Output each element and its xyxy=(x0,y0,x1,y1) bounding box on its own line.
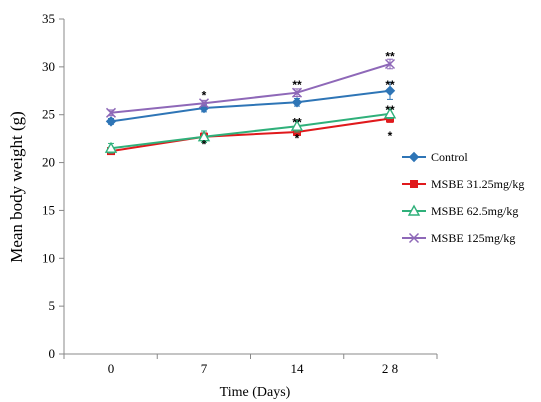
x-ticks: 0 7 14 2 8 xyxy=(63,354,438,376)
significance-label: ** xyxy=(385,103,395,117)
data-point xyxy=(291,87,303,98)
marker-stroke xyxy=(105,107,117,118)
legend-label: MSBE 125mg/kg xyxy=(431,231,515,245)
legend-item: MSBE 31.25mg/kg xyxy=(402,177,524,191)
data-point xyxy=(105,107,117,118)
y-tick-label: 0 xyxy=(49,346,56,361)
y-tick-label: 15 xyxy=(42,202,55,217)
series-line xyxy=(110,112,391,150)
marker-stroke xyxy=(291,87,303,98)
y-axis: 0 5 10 15 20 25 30 35 xyxy=(42,11,65,361)
legend-marker xyxy=(410,180,418,188)
y-tick-label: 20 xyxy=(42,155,55,170)
significance-label: ** xyxy=(292,78,302,92)
data-point xyxy=(197,130,211,142)
y-tick-label: 5 xyxy=(49,298,56,313)
significance-markers: ************** xyxy=(202,49,395,151)
y-axis-title: Mean body weight (g) xyxy=(7,111,26,263)
legend: Control MSBE 31.25mg/kg MSBE 62.5mg/kg MSBE… xyxy=(402,150,524,245)
legend-item: MSBE 125mg/kg xyxy=(402,231,515,245)
x-axis: 0 7 14 2 8 xyxy=(63,353,438,376)
series-0 xyxy=(105,81,396,127)
x-tick-label: 7 xyxy=(201,361,208,376)
legend-label: MSBE 62.5mg/kg xyxy=(431,204,518,218)
marker-stroke xyxy=(384,58,396,70)
legend-item: Control xyxy=(402,150,468,164)
significance-label: ** xyxy=(385,49,395,63)
significance-label: * xyxy=(202,89,207,103)
y-tick-label: 30 xyxy=(42,59,55,74)
significance-label: ** xyxy=(385,78,395,92)
legend-item: MSBE 62.5mg/kg xyxy=(402,204,518,218)
marker-stroke xyxy=(198,98,210,109)
data-point xyxy=(198,98,210,109)
data-point xyxy=(105,116,117,127)
legend-label: Control xyxy=(431,150,468,164)
series-line xyxy=(110,89,391,123)
data-point xyxy=(291,97,303,108)
significance-label: ** xyxy=(292,115,302,129)
significance-label: * xyxy=(202,137,207,151)
series-line xyxy=(110,117,391,153)
x-tick-label: 2 8 xyxy=(382,361,398,376)
legend-marker xyxy=(408,232,420,244)
significance-label: * xyxy=(388,129,393,143)
data-point xyxy=(384,85,396,96)
x-tick-label: 0 xyxy=(108,361,115,376)
plot-area xyxy=(104,58,397,156)
x-tick-label: 14 xyxy=(291,361,305,376)
series-line xyxy=(110,63,391,114)
x-axis-title: Time (Days) xyxy=(220,385,291,400)
legend-marker xyxy=(407,204,421,216)
y-tick-label: 10 xyxy=(42,250,55,265)
significance-label: * xyxy=(295,132,300,146)
data-point xyxy=(384,58,396,70)
legend-label: MSBE 31.25mg/kg xyxy=(431,177,524,191)
data-point xyxy=(290,119,304,131)
series-3 xyxy=(105,58,396,118)
y-ticks: 0 5 10 15 20 25 30 35 xyxy=(42,11,64,361)
marker-stroke xyxy=(408,232,420,244)
y-tick-label: 35 xyxy=(42,11,55,26)
series-2 xyxy=(104,107,397,154)
series-1 xyxy=(107,114,394,156)
data-point xyxy=(104,141,118,153)
legend-marker xyxy=(408,151,420,163)
y-tick-label: 25 xyxy=(42,107,55,122)
data-point xyxy=(383,107,397,119)
